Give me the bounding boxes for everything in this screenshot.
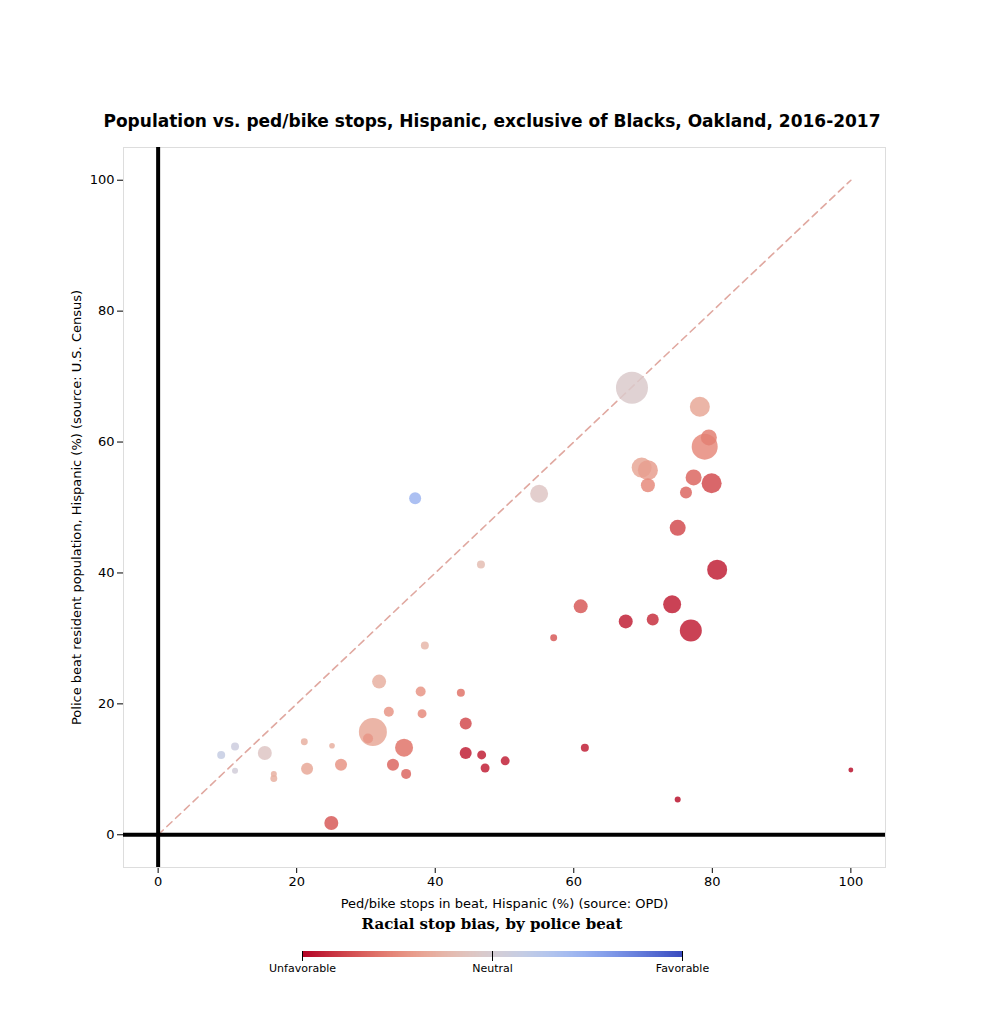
svg-text:0: 0 [154,874,162,889]
html-text:Population vs. ped/bike stops,: Population vs. ped/bike stops, Hispanic,… [103,111,881,131]
svg-text:60: 60 [98,434,115,449]
svg-text:80: 80 [704,874,721,889]
svg-text:Favorable: Favorable [656,962,710,975]
svg-text:0: 0 [106,827,114,842]
svg-text:Neutral: Neutral [472,962,513,975]
svg-text:80: 80 [98,303,115,318]
svg-text:60: 60 [565,874,582,889]
svg-text:40: 40 [98,565,115,580]
svg-text:Police beat resident populatio: Police beat resident population, Hispani… [69,290,84,725]
svg-text:100: 100 [90,172,115,187]
svg-text:Ped/bike stops in beat, Hispan: Ped/bike stops in beat, Hispanic (%) (so… [341,896,669,911]
svg-text:20: 20 [288,874,305,889]
html-text:Racial stop bias, by police be: Racial stop bias, by police beat [361,915,623,933]
svg-text:40: 40 [427,874,444,889]
svg-text:Unfavorable: Unfavorable [269,962,336,975]
svg-text:20: 20 [98,696,115,711]
svg-text:100: 100 [838,874,863,889]
